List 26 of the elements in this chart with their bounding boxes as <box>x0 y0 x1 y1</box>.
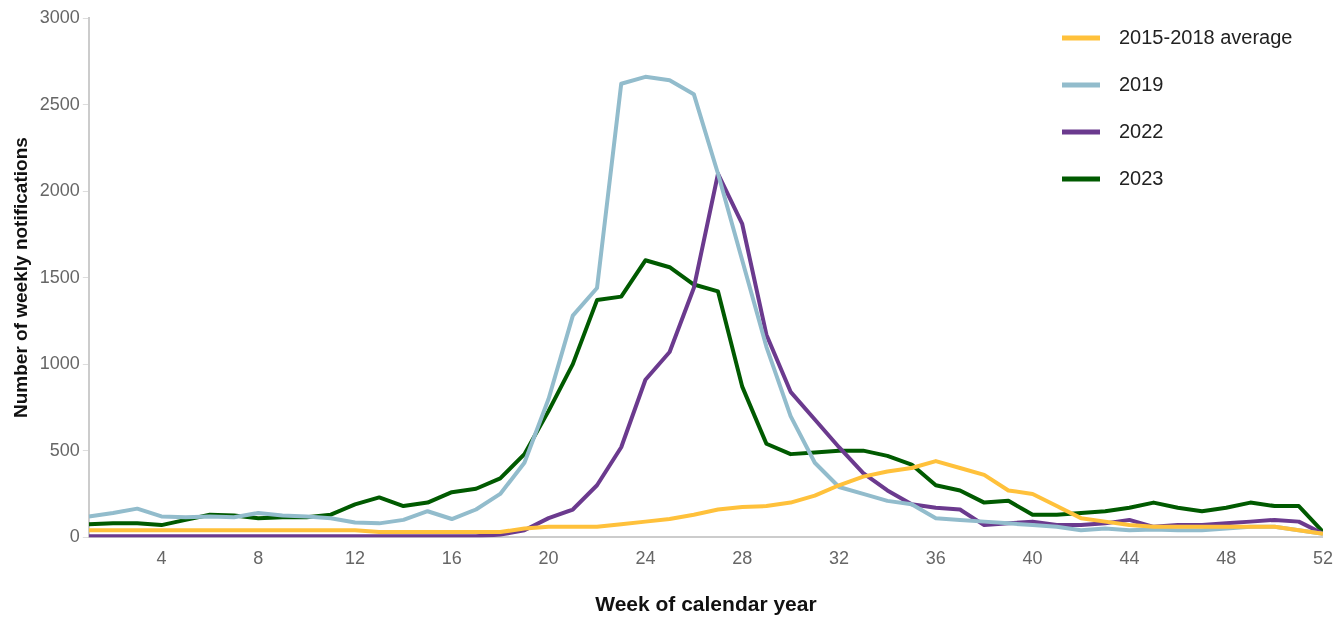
y-tick-label: 500 <box>49 439 80 460</box>
x-tick-label: 4 <box>156 547 167 568</box>
x-tick-label: 44 <box>1119 547 1140 568</box>
y-axis-title: Number of weekly notifications <box>9 137 31 419</box>
x-tick-label: 8 <box>253 547 264 568</box>
x-tick-label: 40 <box>1022 547 1043 568</box>
y-tick-label: 2500 <box>39 93 80 114</box>
y-tick-label: 1000 <box>39 353 80 374</box>
y-tick-label: 0 <box>69 526 80 547</box>
y-tick-label: 2000 <box>39 180 80 201</box>
y-tick-label: 3000 <box>39 6 80 27</box>
x-axis-title: Week of calendar year <box>595 592 817 616</box>
legend-label: 2019 <box>1119 72 1164 95</box>
x-tick-label: 24 <box>635 547 656 568</box>
x-tick-label: 36 <box>925 547 946 568</box>
x-tick-label: 32 <box>828 547 850 568</box>
y-tick-label: 1500 <box>39 266 80 287</box>
x-tick-label: 16 <box>441 547 462 568</box>
legend-label: 2023 <box>1119 166 1164 189</box>
legend-label: 2022 <box>1119 119 1164 142</box>
x-tick-label: 20 <box>538 547 559 568</box>
x-tick-label: 28 <box>732 547 753 568</box>
x-tick-label: 48 <box>1216 547 1237 568</box>
x-tick-label: 12 <box>345 547 366 568</box>
x-tick-label: 52 <box>1312 547 1333 568</box>
legend-label: 2015-2018 average <box>1119 25 1293 48</box>
